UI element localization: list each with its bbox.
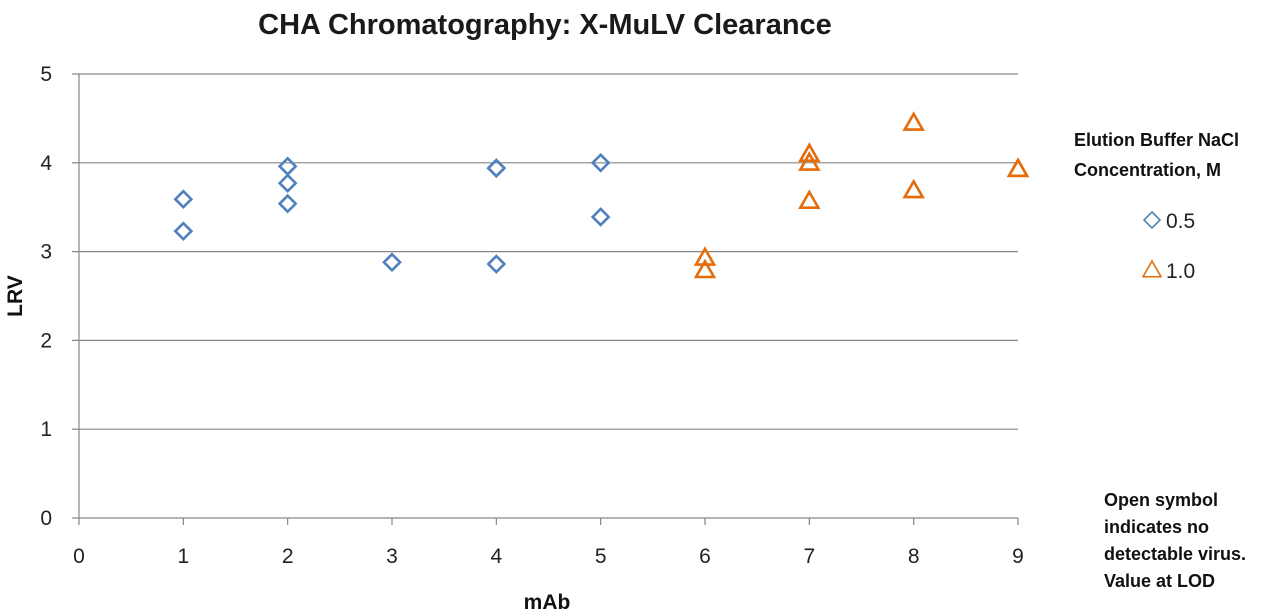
x-tick-label-9: 9	[1012, 545, 1024, 568]
note-line: indicates no	[1104, 517, 1209, 537]
y-axis-label: LRV	[4, 275, 27, 317]
x-tick-label-6: 6	[699, 545, 711, 568]
data-point-diamond-0-5	[382, 252, 402, 273]
data-points	[173, 111, 1030, 279]
data-point-diamond-0-4	[277, 193, 298, 214]
tick-labels: 0 1 2 3 4 5 0 1 2 3 4 5 6 7 8 9	[40, 63, 1024, 568]
gridlines	[79, 73, 1018, 430]
note-line: detectable virus.	[1104, 544, 1246, 564]
data-point-diamond-0-7	[486, 158, 507, 178]
y-tick-label-2: 2	[40, 329, 52, 352]
axes	[72, 73, 1019, 525]
y-tick-label-0: 0	[40, 507, 52, 530]
data-point-diamond-0-1	[173, 221, 194, 242]
y-tick-label-4: 4	[40, 152, 52, 175]
data-point-triangle-1-5	[902, 111, 925, 131]
data-point-triangle-1-3	[798, 151, 821, 171]
annotation-note: Open symbol indicates no detectable virus.…	[1104, 490, 1246, 591]
data-point-diamond-0-3	[277, 173, 298, 194]
y-tick-label-5: 5	[40, 63, 52, 86]
legend-label-0.5: 0.5	[1166, 210, 1195, 233]
x-tick-label-4: 4	[490, 545, 502, 568]
legend-marker-diamond	[1142, 210, 1162, 230]
data-point-diamond-0-8	[486, 254, 507, 274]
data-point-triangle-1-1	[693, 258, 717, 279]
note-line: Open symbol	[1104, 490, 1218, 510]
data-point-triangle-1-6	[902, 178, 925, 199]
legend-marker-triangle	[1141, 259, 1163, 278]
y-tick-label-3: 3	[40, 241, 52, 264]
legend: Elution Buffer NaCl Concentration, M 0.5 1.…	[1074, 130, 1239, 283]
legend-label-1.0: 1.0	[1166, 260, 1195, 283]
x-tick-label-7: 7	[803, 545, 815, 568]
y-tick-label-1: 1	[40, 418, 52, 441]
note-line: Value at LOD	[1104, 571, 1215, 591]
x-tick-label-5: 5	[595, 545, 607, 568]
data-point-triangle-1-4	[798, 189, 821, 210]
x-axis-label: mAb	[524, 591, 571, 614]
data-point-diamond-0-9	[590, 152, 611, 173]
data-point-triangle-1-0	[693, 246, 717, 266]
legend-title-line: Concentration, M	[1074, 160, 1221, 180]
x-tick-label-1: 1	[177, 545, 189, 568]
x-tick-label-2: 2	[282, 545, 294, 568]
data-point-triangle-1-2	[798, 142, 821, 162]
chart-title: CHA Chromatography: X-MuLV Clearance	[258, 9, 832, 41]
legend-title-line: Elution Buffer NaCl	[1074, 130, 1239, 150]
data-point-diamond-0-2	[277, 156, 298, 177]
x-tick-label-3: 3	[386, 545, 398, 568]
data-point-diamond-0-10	[590, 207, 611, 227]
x-tick-label-0: 0	[73, 545, 85, 568]
data-point-triangle-1-8	[1006, 157, 1030, 178]
x-tick-label-8: 8	[908, 545, 920, 568]
data-point-diamond-0-0	[173, 189, 194, 210]
